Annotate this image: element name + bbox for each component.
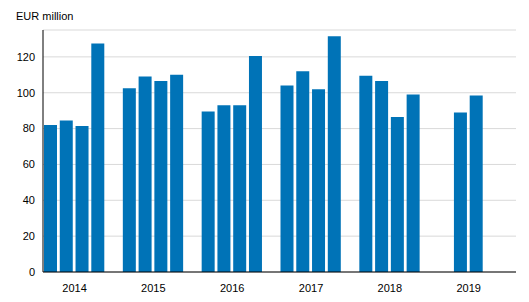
svg-text:100: 100 bbox=[17, 87, 35, 99]
html-text:EUR million: EUR million bbox=[16, 10, 74, 22]
svg-text:0: 0 bbox=[29, 266, 35, 278]
svg-text:2017: 2017 bbox=[299, 282, 323, 294]
svg-text:40: 40 bbox=[23, 194, 35, 206]
svg-text:2014: 2014 bbox=[62, 282, 86, 294]
svg-text:20: 20 bbox=[23, 230, 35, 242]
svg-text:2016: 2016 bbox=[220, 282, 244, 294]
svg-text:2018: 2018 bbox=[378, 282, 402, 294]
svg-text:2019: 2019 bbox=[456, 282, 480, 294]
svg-text:60: 60 bbox=[23, 158, 35, 170]
svg-text:2015: 2015 bbox=[141, 282, 165, 294]
svg-text:120: 120 bbox=[17, 51, 35, 63]
svg-text:80: 80 bbox=[23, 122, 35, 134]
